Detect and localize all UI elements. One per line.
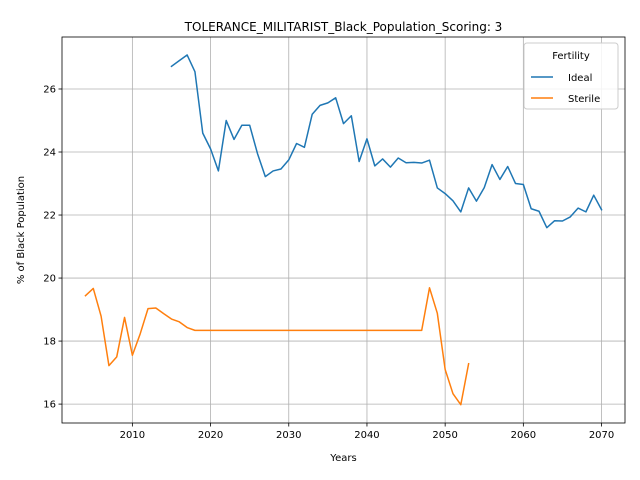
x-tick-label: 2050: [432, 430, 457, 441]
x-axis-label: Years: [329, 453, 356, 464]
x-tick-label: 2070: [589, 430, 614, 441]
x-tick-label: 2020: [198, 430, 223, 441]
y-tick-label: 24: [43, 148, 56, 159]
y-axis-label: % of Black Population: [16, 176, 27, 284]
legend-label-sterile: Sterile: [568, 94, 600, 105]
x-tick-label: 2030: [276, 430, 301, 441]
y-tick-label: 16: [43, 400, 56, 411]
y-tick-label: 26: [43, 84, 56, 95]
y-tick-label: 20: [43, 274, 56, 285]
chart-title: TOLERANCE_MILITARIST_Black_Population_Sc…: [184, 20, 503, 34]
legend-title: Fertility: [552, 51, 590, 62]
x-tick-label: 2040: [354, 430, 379, 441]
x-tick-label: 2060: [511, 430, 536, 441]
y-tick-label: 18: [43, 337, 56, 348]
legend: Fertility Ideal Sterile: [524, 43, 618, 109]
y-tick-label: 22: [43, 211, 56, 222]
legend-label-ideal: Ideal: [568, 73, 592, 84]
x-tick-label: 2010: [120, 430, 145, 441]
